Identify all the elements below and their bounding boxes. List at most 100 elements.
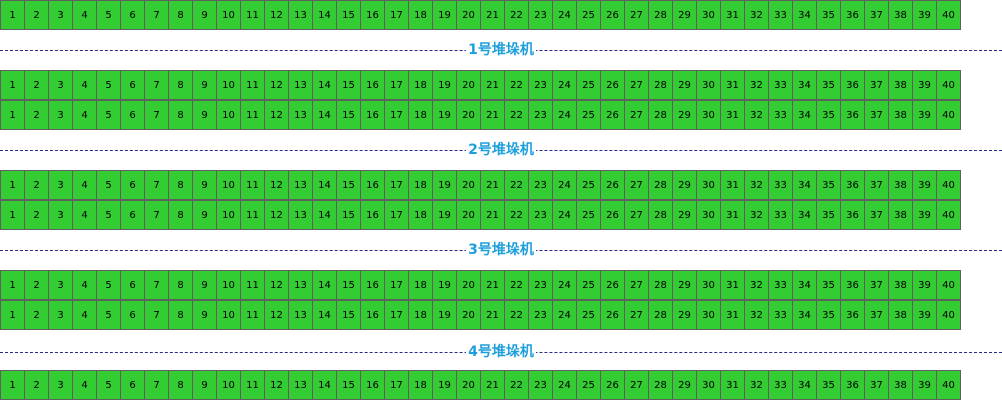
- rack-cell[interactable]: 29: [672, 100, 697, 130]
- rack-cell[interactable]: 29: [672, 0, 697, 30]
- rack-cell[interactable]: 12: [264, 170, 289, 200]
- rack-cell[interactable]: 9: [192, 370, 217, 400]
- rack-cell[interactable]: 24: [552, 0, 577, 30]
- rack-cell[interactable]: 10: [216, 0, 241, 30]
- rack-cell[interactable]: 22: [504, 100, 529, 130]
- rack-cell[interactable]: 11: [240, 0, 265, 30]
- rack-cell[interactable]: 2: [24, 0, 49, 30]
- rack-cell[interactable]: 40: [936, 300, 961, 330]
- rack-cell[interactable]: 33: [768, 300, 793, 330]
- rack-cell[interactable]: 11: [240, 200, 265, 230]
- rack-cell[interactable]: 3: [48, 200, 73, 230]
- rack-cell[interactable]: 9: [192, 100, 217, 130]
- rack-cell[interactable]: 29: [672, 200, 697, 230]
- rack-cell[interactable]: 26: [600, 270, 625, 300]
- rack-cell[interactable]: 11: [240, 100, 265, 130]
- rack-cell[interactable]: 32: [744, 0, 769, 30]
- rack-cell[interactable]: 38: [888, 370, 913, 400]
- rack-cell[interactable]: 16: [360, 70, 385, 100]
- rack-cell[interactable]: 2: [24, 70, 49, 100]
- rack-cell[interactable]: 4: [72, 270, 97, 300]
- rack-cell[interactable]: 38: [888, 0, 913, 30]
- rack-cell[interactable]: 24: [552, 370, 577, 400]
- rack-cell[interactable]: 27: [624, 0, 649, 30]
- rack-cell[interactable]: 38: [888, 270, 913, 300]
- rack-cell[interactable]: 20: [456, 170, 481, 200]
- rack-cell[interactable]: 21: [480, 0, 505, 30]
- rack-cell[interactable]: 39: [912, 200, 937, 230]
- rack-cell[interactable]: 3: [48, 100, 73, 130]
- rack-cell[interactable]: 37: [864, 370, 889, 400]
- rack-cell[interactable]: 7: [144, 200, 169, 230]
- rack-cell[interactable]: 9: [192, 270, 217, 300]
- rack-cell[interactable]: 23: [528, 270, 553, 300]
- rack-cell[interactable]: 30: [696, 170, 721, 200]
- rack-cell[interactable]: 9: [192, 200, 217, 230]
- rack-cell[interactable]: 36: [840, 300, 865, 330]
- rack-cell[interactable]: 33: [768, 170, 793, 200]
- rack-cell[interactable]: 39: [912, 0, 937, 30]
- rack-cell[interactable]: 20: [456, 270, 481, 300]
- rack-cell[interactable]: 24: [552, 300, 577, 330]
- rack-cell[interactable]: 36: [840, 70, 865, 100]
- rack-cell[interactable]: 8: [168, 270, 193, 300]
- rack-cell[interactable]: 25: [576, 200, 601, 230]
- rack-cell[interactable]: 26: [600, 100, 625, 130]
- rack-cell[interactable]: 8: [168, 370, 193, 400]
- rack-cell[interactable]: 14: [312, 300, 337, 330]
- rack-cell[interactable]: 7: [144, 300, 169, 330]
- rack-cell[interactable]: 12: [264, 70, 289, 100]
- rack-cell[interactable]: 2: [24, 270, 49, 300]
- rack-cell[interactable]: 3: [48, 370, 73, 400]
- rack-cell[interactable]: 37: [864, 0, 889, 30]
- rack-cell[interactable]: 34: [792, 0, 817, 30]
- rack-cell[interactable]: 15: [336, 300, 361, 330]
- rack-cell[interactable]: 27: [624, 100, 649, 130]
- rack-cell[interactable]: 6: [120, 0, 145, 30]
- rack-cell[interactable]: 40: [936, 70, 961, 100]
- rack-cell[interactable]: 2: [24, 370, 49, 400]
- rack-cell[interactable]: 8: [168, 300, 193, 330]
- rack-cell[interactable]: 1: [0, 100, 25, 130]
- rack-cell[interactable]: 12: [264, 100, 289, 130]
- rack-cell[interactable]: 39: [912, 300, 937, 330]
- rack-cell[interactable]: 22: [504, 170, 529, 200]
- rack-cell[interactable]: 12: [264, 370, 289, 400]
- rack-cell[interactable]: 39: [912, 170, 937, 200]
- rack-cell[interactable]: 22: [504, 300, 529, 330]
- rack-cell[interactable]: 12: [264, 300, 289, 330]
- rack-cell[interactable]: 6: [120, 300, 145, 330]
- rack-cell[interactable]: 9: [192, 170, 217, 200]
- rack-cell[interactable]: 18: [408, 200, 433, 230]
- rack-cell[interactable]: 9: [192, 70, 217, 100]
- rack-cell[interactable]: 12: [264, 0, 289, 30]
- rack-cell[interactable]: 29: [672, 170, 697, 200]
- rack-cell[interactable]: 19: [432, 170, 457, 200]
- rack-cell[interactable]: 32: [744, 300, 769, 330]
- rack-cell[interactable]: 28: [648, 370, 673, 400]
- rack-cell[interactable]: 26: [600, 200, 625, 230]
- rack-cell[interactable]: 26: [600, 0, 625, 30]
- rack-cell[interactable]: 34: [792, 270, 817, 300]
- rack-cell[interactable]: 31: [720, 100, 745, 130]
- rack-cell[interactable]: 23: [528, 370, 553, 400]
- rack-cell[interactable]: 17: [384, 0, 409, 30]
- rack-cell[interactable]: 20: [456, 300, 481, 330]
- rack-cell[interactable]: 34: [792, 170, 817, 200]
- rack-cell[interactable]: 4: [72, 70, 97, 100]
- rack-cell[interactable]: 5: [96, 0, 121, 30]
- rack-cell[interactable]: 29: [672, 70, 697, 100]
- rack-cell[interactable]: 15: [336, 200, 361, 230]
- rack-cell[interactable]: 17: [384, 170, 409, 200]
- rack-cell[interactable]: 39: [912, 370, 937, 400]
- rack-cell[interactable]: 25: [576, 170, 601, 200]
- rack-cell[interactable]: 20: [456, 70, 481, 100]
- rack-cell[interactable]: 14: [312, 200, 337, 230]
- rack-cell[interactable]: 19: [432, 70, 457, 100]
- rack-cell[interactable]: 6: [120, 100, 145, 130]
- rack-cell[interactable]: 22: [504, 270, 529, 300]
- rack-cell[interactable]: 35: [816, 270, 841, 300]
- rack-cell[interactable]: 28: [648, 200, 673, 230]
- rack-cell[interactable]: 15: [336, 270, 361, 300]
- rack-cell[interactable]: 21: [480, 200, 505, 230]
